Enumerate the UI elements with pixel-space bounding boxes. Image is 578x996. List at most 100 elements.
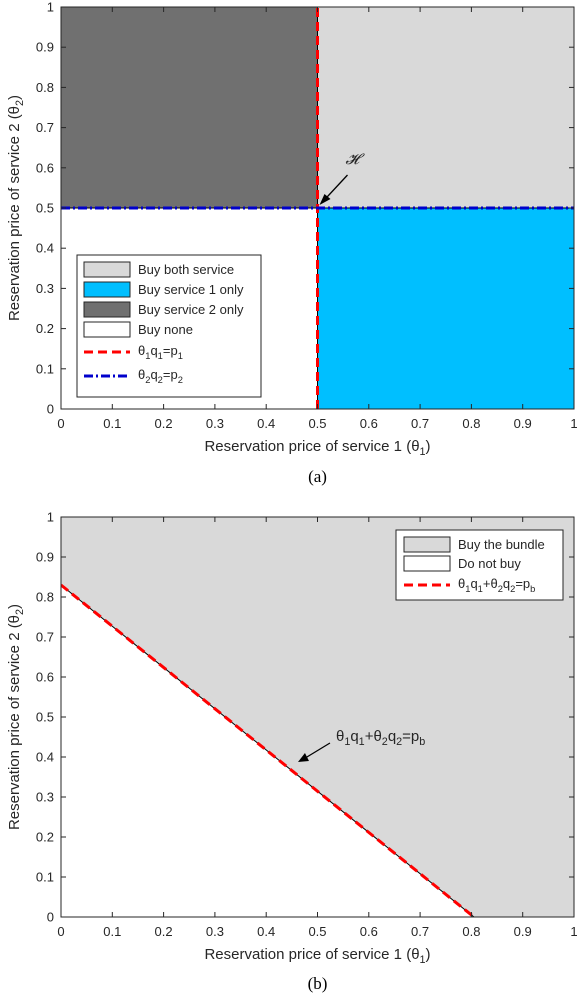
y-tick-label: 0.8 bbox=[36, 590, 54, 605]
legend-line-label-part: θ bbox=[458, 576, 465, 591]
x-tick-label: 0.9 bbox=[514, 924, 532, 939]
annotation-label-part: θ bbox=[336, 728, 344, 745]
x-tick-label: 0.3 bbox=[206, 416, 224, 431]
x-tick-label: 0.4 bbox=[257, 924, 275, 939]
legend-line-label-part: 2 bbox=[178, 375, 183, 385]
x-axis-label-part: 1 bbox=[420, 954, 426, 966]
x-tick-label: 0.2 bbox=[155, 416, 173, 431]
chart-b: 0 0.1 0.2 0.3 0.4 0.5 0.6 0.7 0.8 0.9 1 0 0.1 0.2 0.3 0… bbox=[6, 510, 578, 994]
legend-line-label-part: 2 bbox=[145, 375, 150, 385]
annotation-arrowhead bbox=[297, 753, 309, 762]
legend-line-label-part: 1 bbox=[145, 351, 150, 361]
x-axis-label-part: ) bbox=[426, 946, 431, 963]
x-axis-label-part: θ bbox=[411, 438, 419, 455]
y-axis-label-part: 2 bbox=[14, 609, 26, 615]
annotation-label-part: 2 bbox=[382, 736, 388, 748]
annotation-label: θ1q1+θ2q2=pb bbox=[336, 728, 425, 748]
legend-line-label-part: b bbox=[530, 584, 535, 594]
legend-line-label-part: q bbox=[470, 576, 477, 591]
x-tick-label: 0.7 bbox=[411, 416, 429, 431]
legend-label: Do not buy bbox=[458, 556, 521, 571]
y-tick-label: 0.8 bbox=[36, 80, 54, 95]
region-buy-the-bundle bbox=[61, 517, 574, 917]
x-tick-label: 0.5 bbox=[308, 924, 326, 939]
legend-line-label-part: q bbox=[150, 343, 157, 358]
legend-line-label-part: 1 bbox=[178, 351, 183, 361]
y-tick-label: 0 bbox=[47, 402, 54, 417]
y-tick-label: 0.5 bbox=[36, 710, 54, 725]
annotation-label-part: b bbox=[419, 736, 425, 748]
x-axis-label: Reservation price of service 1 (θ1) bbox=[204, 438, 430, 458]
y-tick-label: 0 bbox=[47, 910, 54, 925]
x-tick-label: 0.9 bbox=[514, 416, 532, 431]
legend-line-label-part: 1 bbox=[465, 584, 470, 594]
y-tick-label: 0.2 bbox=[36, 321, 54, 336]
legend-line-label: θ1q1+θ2q2=pb bbox=[458, 576, 535, 594]
region-buy-both-service bbox=[317, 7, 574, 208]
legend-line-label-part: + bbox=[483, 576, 491, 591]
y-axis-label-part: ) bbox=[6, 95, 23, 100]
annotation-label-part: θ bbox=[373, 728, 381, 745]
y-axis-label: Reservation price of service 2 (θ2) bbox=[6, 95, 26, 321]
x-tick-label: 0 bbox=[57, 924, 64, 939]
legend-label: Buy both service bbox=[138, 262, 234, 277]
y-axis-label-part: θ bbox=[6, 615, 23, 623]
legend-line-label-part: 1 bbox=[478, 584, 483, 594]
x-tick-label: 0.2 bbox=[155, 924, 173, 939]
legend-line-label-part: =p bbox=[515, 576, 530, 591]
annotation-label-part: + bbox=[365, 728, 374, 745]
x-tick-label: 0.1 bbox=[103, 924, 121, 939]
x-tick-label: 0.8 bbox=[462, 924, 480, 939]
y-axis-label-part: Reservation price of service 2 ( bbox=[6, 114, 23, 321]
annotation-arrowhead bbox=[319, 194, 331, 205]
region-buy-service-1-only bbox=[317, 208, 574, 409]
x-tick-label: 1 bbox=[570, 416, 577, 431]
y-axis-label-part: Reservation price of service 2 ( bbox=[6, 623, 23, 830]
legend-line-label: θ2q2=p2 bbox=[138, 367, 183, 385]
chart-caption: (b) bbox=[308, 974, 328, 993]
annotation-label-part: 1 bbox=[359, 736, 365, 748]
legend-line-label-part: q bbox=[150, 367, 157, 382]
y-tick-label: 1 bbox=[47, 510, 54, 525]
y-tick-label: 0.4 bbox=[36, 750, 54, 765]
y-tick-label: 0.7 bbox=[36, 120, 54, 135]
x-tick-label: 0.6 bbox=[360, 924, 378, 939]
x-tick-label: 0.4 bbox=[257, 416, 275, 431]
legend-line-label: θ1q1=p1 bbox=[138, 343, 183, 361]
y-tick-label: 0.9 bbox=[36, 550, 54, 565]
y-axis-label-part: ) bbox=[6, 604, 23, 609]
annotation-label-part: =p bbox=[402, 728, 419, 745]
x-axis-label-part: 1 bbox=[420, 446, 426, 458]
x-axis-label-part: θ bbox=[411, 946, 419, 963]
x-axis-label-part: Reservation price of service 1 ( bbox=[204, 946, 411, 963]
annotation-label-part: q bbox=[350, 728, 358, 745]
y-tick-label: 0.3 bbox=[36, 281, 54, 296]
line-bundle-price bbox=[61, 583, 475, 917]
y-tick-label: 0.9 bbox=[36, 40, 54, 55]
chart-caption: (a) bbox=[308, 467, 327, 486]
legend-line-label-part: θ bbox=[138, 343, 145, 358]
x-tick-label: 1 bbox=[570, 924, 577, 939]
x-axis-label-part: ) bbox=[426, 438, 431, 455]
y-axis-label-part: θ bbox=[6, 106, 23, 114]
legend-label: Buy service 2 only bbox=[138, 302, 244, 317]
x-tick-label: 0 bbox=[57, 416, 64, 431]
legend-swatch bbox=[83, 321, 131, 338]
y-tick-label: 1 bbox=[47, 0, 54, 15]
plot-area bbox=[61, 517, 574, 917]
legend-line-label-part: 2 bbox=[498, 584, 503, 594]
y-axis-label-part: 2 bbox=[14, 100, 26, 106]
y-tick-label: 0.3 bbox=[36, 790, 54, 805]
y-tick-label: 0.7 bbox=[36, 630, 54, 645]
legend-label: Buy the bundle bbox=[458, 537, 545, 552]
legend-line-label-part: θ bbox=[138, 367, 145, 382]
y-tick-label: 0.6 bbox=[36, 670, 54, 685]
x-tick-label: 0.1 bbox=[103, 416, 121, 431]
legend-swatch bbox=[403, 536, 451, 553]
y-tick-label: 0.1 bbox=[36, 361, 54, 376]
legend-label: Buy service 1 only bbox=[138, 282, 244, 297]
annotation-label-part: q bbox=[388, 728, 396, 745]
y-axis-label: Reservation price of service 2 (θ2) bbox=[6, 604, 26, 830]
legend-swatch bbox=[83, 301, 131, 318]
